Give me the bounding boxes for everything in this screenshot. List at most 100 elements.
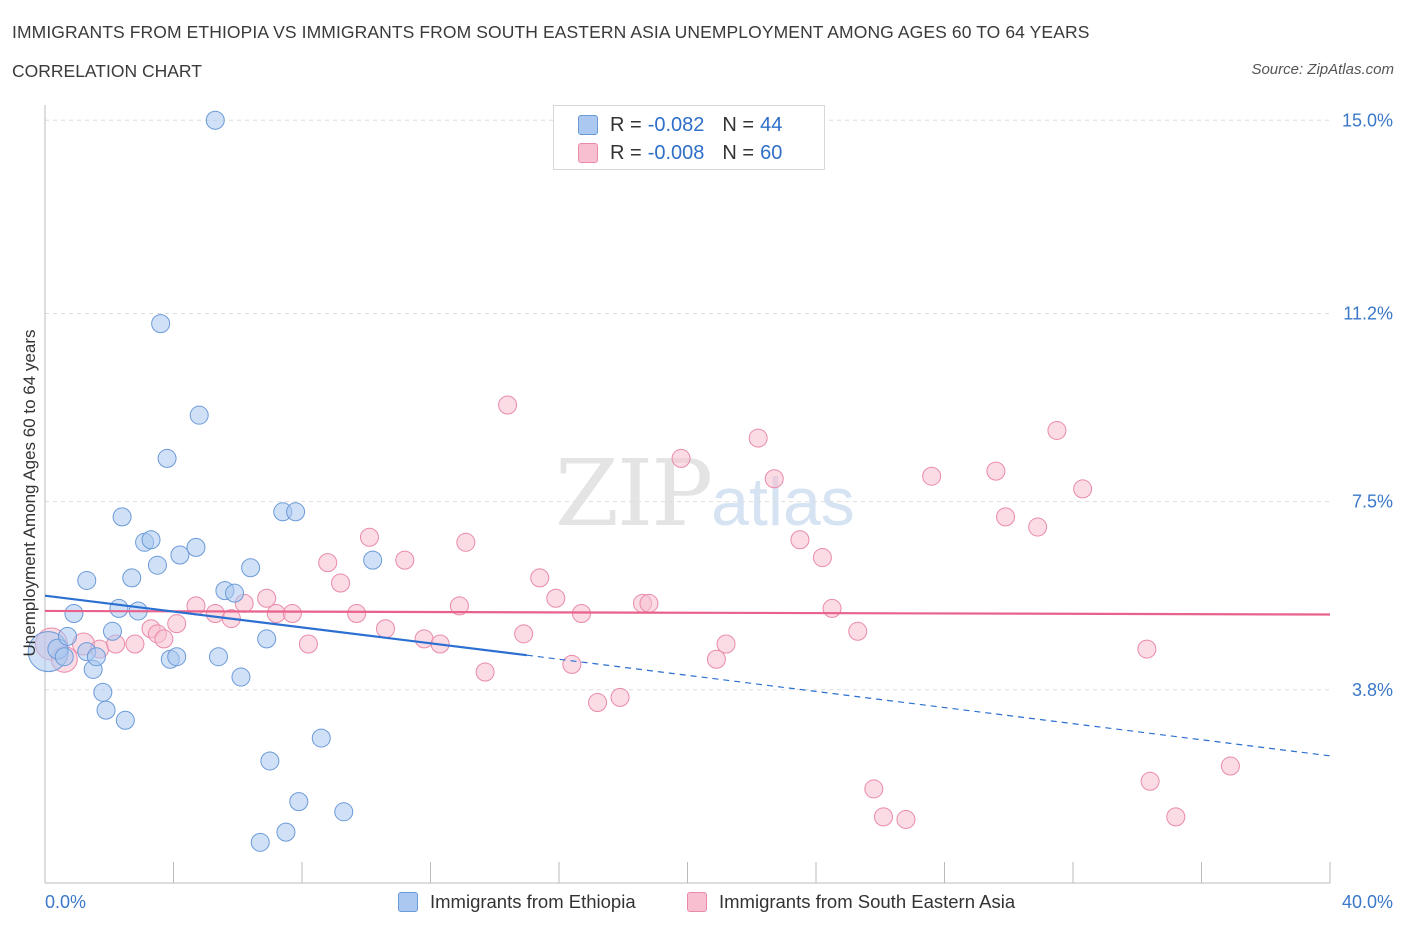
legend-r-value: -0.082 — [647, 113, 705, 136]
chart-title: IMMIGRANTS FROM ETHIOPIA VS IMMIGRANTS F… — [12, 22, 1090, 42]
ethiopia-point — [147, 555, 167, 575]
ethiopia-point — [57, 626, 77, 646]
legend-n-label: N = — [722, 113, 755, 136]
ethiopia-point — [260, 751, 280, 771]
ethiopia-point — [231, 667, 251, 687]
sea-point — [1047, 420, 1067, 440]
sea-point — [456, 532, 476, 552]
legend-row-ethiopia: R = -0.082 N = 44 — [578, 113, 782, 137]
sea-point — [298, 634, 318, 654]
legend-r-label: R = — [610, 141, 642, 164]
sea-point — [812, 548, 832, 568]
series-legend-sea[interactable]: Immigrants from South Eastern Asia — [687, 889, 1015, 915]
trend-lines — [44, 594, 1331, 757]
sea-point — [896, 809, 916, 829]
series-legend-ethiopia[interactable]: Immigrants from Ethiopia — [398, 889, 636, 915]
series-swatch-sea — [687, 892, 707, 912]
legend-r-label: R = — [610, 113, 642, 136]
ethiopia-point — [54, 647, 74, 667]
ethiopia-point — [77, 570, 97, 590]
x-tick-label-min: 0.0% — [45, 892, 86, 912]
y-tick-label: 15.0% — [1342, 110, 1393, 130]
ethiopia-point — [289, 792, 309, 812]
legend-swatch-sea — [578, 143, 598, 163]
sea-point — [639, 593, 659, 613]
legend-n-label: N = — [722, 141, 755, 164]
ethiopia-point — [151, 314, 171, 334]
ethiopia-point — [276, 822, 296, 842]
sea-point — [996, 507, 1016, 527]
ethiopia-point — [115, 710, 135, 730]
axes — [44, 105, 1330, 884]
sea-point — [986, 461, 1006, 481]
sea-point — [205, 603, 225, 623]
ethiopia-point — [241, 558, 261, 578]
sea-point — [1140, 771, 1160, 791]
sea-point — [1073, 479, 1093, 499]
y-axis-label: Unemployment Among Ages 60 to 64 years — [20, 329, 39, 657]
sea-point — [359, 527, 379, 547]
ethiopia-point — [141, 530, 161, 550]
sea-trend-line — [44, 609, 1331, 616]
sea-point — [546, 588, 566, 608]
sea-point — [514, 624, 534, 644]
sea-point — [125, 634, 145, 654]
source-credit: Source: ZipAtlas.com — [1251, 61, 1394, 78]
sea-point — [562, 654, 582, 674]
ethiopia-point — [170, 545, 190, 565]
sea-point — [864, 779, 884, 799]
ethiopia-point — [189, 405, 209, 425]
sea-points — [34, 395, 1240, 829]
ethiopia-point — [93, 682, 113, 702]
sea-point — [167, 614, 187, 634]
sea-point — [530, 568, 550, 588]
sea-point — [706, 649, 726, 669]
ethiopia-point — [225, 583, 245, 603]
series-label-sea: Immigrants from South Eastern Asia — [719, 891, 1016, 912]
sea-point — [498, 395, 518, 415]
sea-point — [610, 687, 630, 707]
sea-point — [1220, 756, 1240, 776]
stats-legend: R = -0.082 N = 44 R = -0.008 N = 60 — [553, 105, 825, 170]
ethiopia-point — [311, 728, 331, 748]
sea-point — [414, 629, 434, 649]
legend-r-value: -0.008 — [647, 141, 705, 164]
sea-point — [257, 588, 277, 608]
ethiopia-point — [257, 629, 277, 649]
sea-point — [331, 573, 351, 593]
x-tick-label-max: 40.0% — [1342, 892, 1393, 912]
sea-point — [1166, 807, 1186, 827]
ethiopia-point — [86, 647, 106, 667]
sea-point — [790, 530, 810, 550]
ethiopia-point — [186, 537, 206, 557]
ethiopia-trend-extension — [526, 654, 1331, 757]
x-ticks — [44, 862, 1331, 883]
y-tick-label: 11.2% — [1343, 303, 1393, 323]
ethiopia-point — [334, 802, 354, 822]
sea-point — [475, 662, 495, 682]
ethiopia-point — [112, 507, 132, 527]
sea-point — [588, 692, 608, 712]
sea-point — [1137, 639, 1157, 659]
sea-point — [873, 807, 893, 827]
series-label-ethiopia: Immigrants from Ethiopia — [430, 891, 636, 912]
legend-n-value: 44 — [760, 113, 783, 136]
legend-swatch-ethiopia — [578, 115, 598, 135]
sea-point — [282, 603, 302, 623]
ethiopia-point — [250, 832, 270, 852]
sea-point — [376, 619, 396, 639]
ethiopia-point — [167, 647, 187, 667]
ethiopia-point — [64, 603, 84, 623]
legend-row-sea: R = -0.008 N = 60 — [578, 141, 782, 165]
sea-point — [449, 596, 469, 616]
ethiopia-point — [286, 502, 306, 522]
ethiopia-point — [122, 568, 142, 588]
sea-point — [748, 428, 768, 448]
ethiopia-point — [96, 700, 116, 720]
sea-point — [716, 634, 736, 654]
sea-point — [154, 629, 174, 649]
chart-subtitle: CORRELATION CHART — [12, 61, 202, 81]
sea-point — [318, 553, 338, 573]
ethiopia-point — [102, 621, 122, 641]
